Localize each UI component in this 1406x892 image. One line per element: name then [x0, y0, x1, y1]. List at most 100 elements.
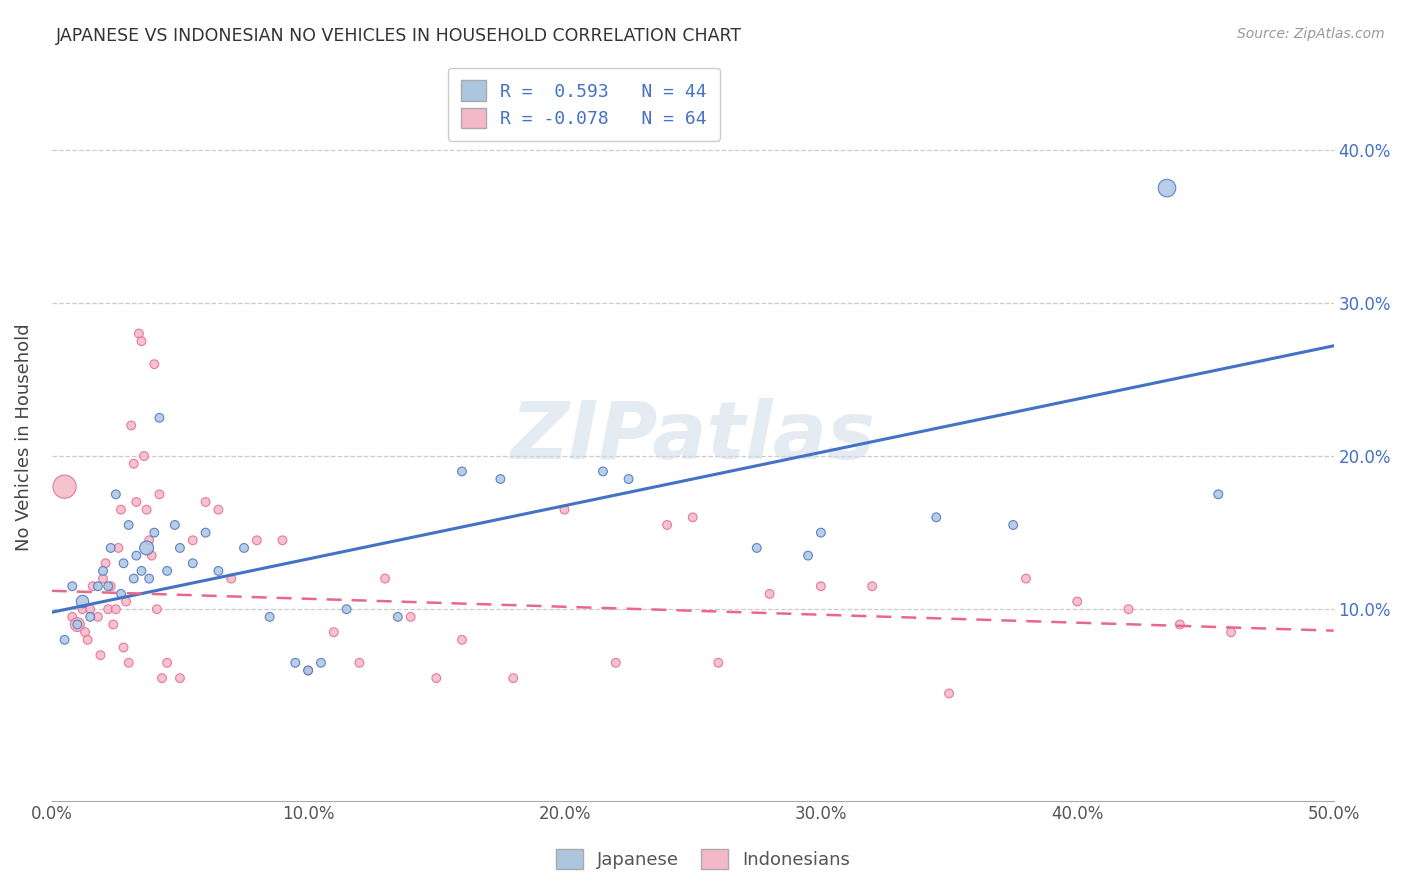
Point — [1156, 181, 1178, 195]
Point — [655, 518, 678, 533]
Point — [131, 334, 153, 349]
Point — [104, 602, 127, 616]
Point — [148, 487, 170, 501]
Point — [91, 572, 114, 586]
Point — [810, 579, 832, 593]
Point — [745, 541, 768, 555]
Point — [94, 556, 117, 570]
Point — [66, 617, 89, 632]
Point — [1168, 617, 1191, 632]
Point — [309, 656, 332, 670]
Point — [233, 541, 256, 555]
Point — [103, 617, 125, 632]
Point — [87, 610, 110, 624]
Text: JAPANESE VS INDONESIAN NO VEHICLES IN HOUSEHOLD CORRELATION CHART: JAPANESE VS INDONESIAN NO VEHICLES IN HO… — [56, 27, 742, 45]
Point — [120, 418, 142, 433]
Point — [605, 656, 627, 670]
Point — [156, 564, 179, 578]
Point — [97, 602, 120, 616]
Point — [284, 656, 307, 670]
Point — [797, 549, 820, 563]
Point — [399, 610, 422, 624]
Point — [100, 579, 122, 593]
Point — [169, 671, 191, 685]
Point — [810, 525, 832, 540]
Point — [125, 495, 148, 509]
Point — [110, 587, 132, 601]
Point — [150, 671, 173, 685]
Point — [118, 656, 141, 670]
Point — [131, 564, 153, 578]
Text: Source: ZipAtlas.com: Source: ZipAtlas.com — [1237, 27, 1385, 41]
Legend: Japanese, Indonesians: Japanese, Indonesians — [547, 839, 859, 879]
Point — [207, 564, 229, 578]
Point — [87, 579, 110, 593]
Point — [163, 518, 186, 533]
Point — [860, 579, 883, 593]
Point — [1118, 602, 1140, 616]
Point — [72, 594, 94, 608]
Point — [1015, 572, 1038, 586]
Point — [1206, 487, 1229, 501]
Point — [1002, 518, 1025, 533]
Point — [53, 632, 76, 647]
Point — [112, 556, 135, 570]
Point — [100, 541, 122, 555]
Point — [349, 656, 371, 670]
Point — [297, 664, 319, 678]
Point — [89, 648, 111, 662]
Point — [194, 495, 217, 509]
Point — [125, 549, 148, 563]
Point — [143, 525, 166, 540]
Point — [451, 632, 474, 647]
Point — [1220, 625, 1243, 640]
Point — [502, 671, 524, 685]
Point — [938, 686, 960, 700]
Text: ZIPatlas: ZIPatlas — [510, 398, 875, 476]
Point — [79, 610, 101, 624]
Point — [1066, 594, 1088, 608]
Point — [118, 518, 141, 533]
Point — [132, 449, 155, 463]
Point — [169, 541, 191, 555]
Point — [553, 502, 575, 516]
Point — [148, 410, 170, 425]
Point — [107, 541, 129, 555]
Point — [97, 579, 120, 593]
Point — [60, 579, 83, 593]
Point — [75, 625, 97, 640]
Point — [112, 640, 135, 655]
Point — [76, 632, 98, 647]
Point — [72, 602, 94, 616]
Point — [451, 464, 474, 478]
Point — [53, 480, 76, 494]
Point — [60, 610, 83, 624]
Point — [135, 502, 157, 516]
Point — [592, 464, 614, 478]
Point — [122, 457, 145, 471]
Point — [925, 510, 948, 524]
Point — [219, 572, 242, 586]
Point — [156, 656, 179, 670]
Point — [758, 587, 780, 601]
Point — [194, 525, 217, 540]
Point — [79, 602, 101, 616]
Point — [246, 533, 269, 548]
Point — [207, 502, 229, 516]
Point — [141, 549, 163, 563]
Point — [122, 572, 145, 586]
Point — [322, 625, 344, 640]
Point — [115, 594, 138, 608]
Point — [297, 664, 319, 678]
Point — [181, 556, 204, 570]
Legend: R =  0.593   N = 44, R = -0.078   N = 64: R = 0.593 N = 44, R = -0.078 N = 64 — [449, 68, 720, 141]
Y-axis label: No Vehicles in Household: No Vehicles in Household — [15, 323, 32, 550]
Point — [143, 357, 166, 371]
Point — [146, 602, 169, 616]
Point — [387, 610, 409, 624]
Point — [271, 533, 294, 548]
Point — [104, 487, 127, 501]
Point — [425, 671, 447, 685]
Point — [66, 617, 89, 632]
Point — [138, 572, 160, 586]
